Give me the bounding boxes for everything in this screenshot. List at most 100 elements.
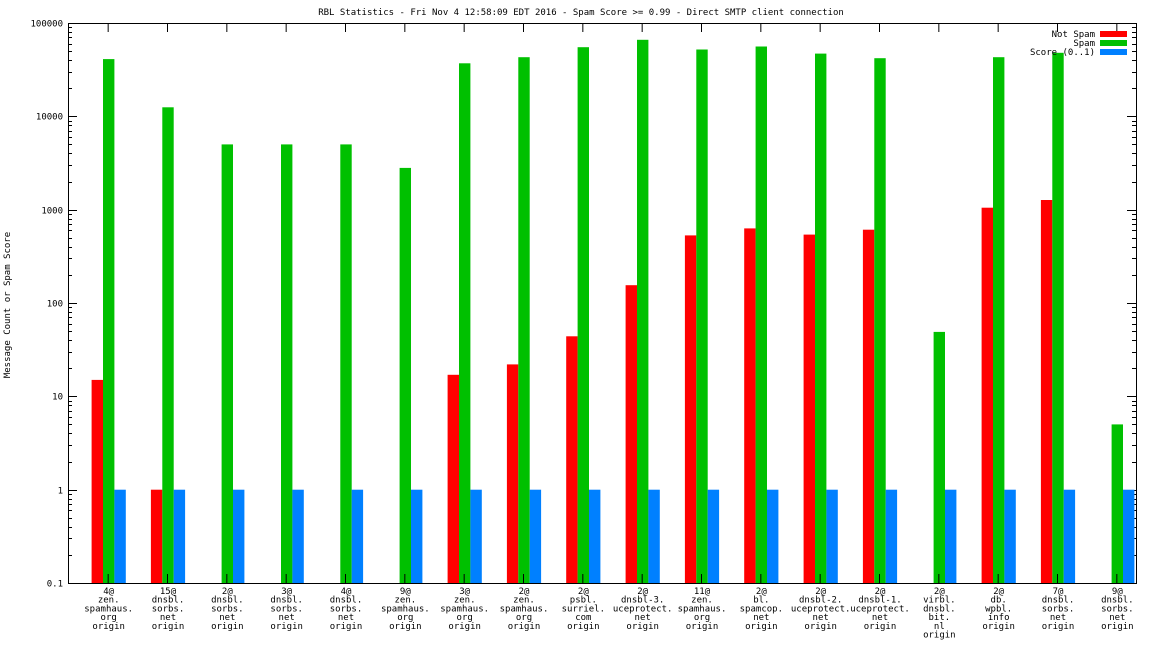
- bar-score-0-1: [470, 489, 482, 583]
- x-tick-label-line: origin: [982, 622, 1015, 632]
- x-tick-label-line: 2@: [756, 587, 767, 597]
- x-tick-label: 2@ zen. spamhaus. org origin: [500, 587, 549, 632]
- x-tick-label-line: spamhaus.: [84, 604, 133, 614]
- bar-spam: [1052, 52, 1064, 584]
- x-tick-label-line: dnsbl.: [330, 596, 363, 606]
- x-tick-label-line: net: [753, 613, 769, 623]
- x-tick-label-line: bl.: [753, 596, 769, 606]
- x-tick-label-line: zen.: [691, 596, 713, 606]
- x-tick-label-line: 2@: [934, 587, 945, 597]
- bar-score-0-1: [1004, 489, 1016, 583]
- x-tick-label-line: spamhaus.: [678, 604, 727, 614]
- bar-not-spam: [981, 207, 993, 583]
- x-tick-label-line: spamhaus.: [440, 604, 489, 614]
- x-tick-label-line: sorbs.: [152, 604, 185, 614]
- bar-spam: [221, 144, 233, 583]
- x-tick-label: 9@ dnsbl. sorbs. net origin: [1101, 587, 1134, 632]
- x-tick-label-line: 2@: [815, 587, 826, 597]
- x-tick-label-line: org: [397, 613, 413, 623]
- x-tick-label-line: net: [872, 613, 888, 623]
- x-tick-label-line: 9@: [400, 587, 411, 597]
- bar-score-0-1: [707, 489, 720, 583]
- x-tick-label-line: sorbs.: [270, 604, 303, 614]
- x-tick-label-line: uceprotect.: [791, 604, 851, 614]
- bar-spam: [637, 39, 649, 584]
- bar-not-spam: [447, 374, 459, 583]
- x-tick-label-line: psbl.: [570, 596, 597, 606]
- x-tick-label-line: net: [1050, 613, 1066, 623]
- x-tick-label-line: origin: [508, 622, 541, 632]
- x-tick-label-line: 2@: [222, 587, 233, 597]
- bar-spam: [281, 144, 293, 583]
- y-tick-label: 1: [58, 487, 63, 497]
- bar-score-0-1: [1063, 489, 1076, 583]
- x-tick-label: 2@ dnsbl-1. uceprotect. net origin: [850, 587, 910, 632]
- bar-spam: [1111, 424, 1123, 583]
- bar-spam: [340, 144, 352, 583]
- x-tick-label-line: surriel.: [562, 604, 605, 614]
- x-tick-label-line: info: [988, 613, 1010, 623]
- legend-swatch: [1100, 31, 1127, 37]
- x-tick-label-line: nl: [934, 622, 945, 632]
- bar-score-0-1: [885, 489, 898, 583]
- bar-spam: [162, 107, 174, 584]
- x-tick-label-line: spamcop.: [740, 604, 783, 614]
- x-tick-label-line: dnsbl.: [152, 596, 185, 606]
- x-tick-label-line: 3@: [459, 587, 470, 597]
- bar-not-spam: [862, 229, 875, 583]
- bar-not-spam: [744, 228, 756, 583]
- x-tick-label-line: spamhaus.: [500, 604, 549, 614]
- legend-label: Spam: [1073, 39, 1095, 49]
- x-tick-label: 11@ zen. spamhaus. org origin: [678, 587, 727, 632]
- x-tick-label-line: 2@: [637, 587, 648, 597]
- bar-spam: [933, 331, 945, 583]
- x-tick-label-line: net: [219, 613, 235, 623]
- x-tick-label-line: 4@: [341, 587, 352, 597]
- bar-spam: [755, 46, 767, 583]
- bar-score-0-1: [826, 489, 838, 583]
- y-tick-label: 10: [52, 393, 63, 403]
- bar-score-0-1: [589, 489, 601, 583]
- x-tick-label-line: net: [1109, 613, 1125, 623]
- y-axis-ticks: 0.1 1 10 100 1000 10000 100000: [30, 20, 1136, 590]
- y-tick-label: 10000: [36, 113, 63, 123]
- bar-score-0-1: [411, 489, 423, 583]
- bar-not-spam: [566, 336, 578, 583]
- bar-score-0-1: [529, 489, 542, 583]
- x-tick-label-line: sorbs.: [1042, 604, 1075, 614]
- x-tick-label-line: zen.: [513, 596, 535, 606]
- bar-score-0-1: [1123, 489, 1135, 583]
- bar-not-spam: [684, 235, 697, 583]
- x-tick-label-line: origin: [1101, 622, 1134, 632]
- x-tick-label-line: zen.: [454, 596, 476, 606]
- x-tick-label-line: origin: [864, 622, 897, 632]
- x-tick-label-line: origin: [211, 622, 244, 632]
- x-tick-label-line: net: [279, 613, 295, 623]
- y-tick-label: 100000: [30, 20, 63, 30]
- x-tick-label-line: sorbs.: [330, 604, 363, 614]
- x-tick-label-line: origin: [804, 622, 837, 632]
- x-tick-label-line: origin: [686, 622, 719, 632]
- bar-spam: [459, 63, 471, 584]
- bar-score-0-1: [351, 489, 364, 583]
- y-tick-label: 0.1: [47, 580, 63, 590]
- x-tick-label-line: origin: [270, 622, 303, 632]
- x-tick-label: 3@ zen. spamhaus. org origin: [440, 587, 489, 632]
- x-tick-label: 7@ dnsbl. sorbs. net origin: [1042, 587, 1075, 632]
- x-tick-label-line: dnsbl.: [1101, 596, 1134, 606]
- bars: [91, 39, 1135, 584]
- bar-not-spam: [803, 234, 815, 583]
- x-tick-label-line: sorbs.: [1101, 604, 1134, 614]
- x-tick-label: 15@ dnsbl. sorbs. net origin: [152, 587, 185, 632]
- bar-spam: [103, 59, 115, 584]
- x-tick-label-line: dnsbl-1.: [858, 596, 901, 606]
- x-tick-label: 2@ bl. spamcop. net origin: [740, 587, 783, 632]
- x-tick-label-line: 2@: [519, 587, 530, 597]
- x-tick-label-line: wpbl.: [985, 604, 1012, 614]
- x-tick-label-line: uceprotect.: [850, 604, 910, 614]
- bar-score-0-1: [233, 489, 245, 583]
- bar-score-0-1: [767, 489, 779, 583]
